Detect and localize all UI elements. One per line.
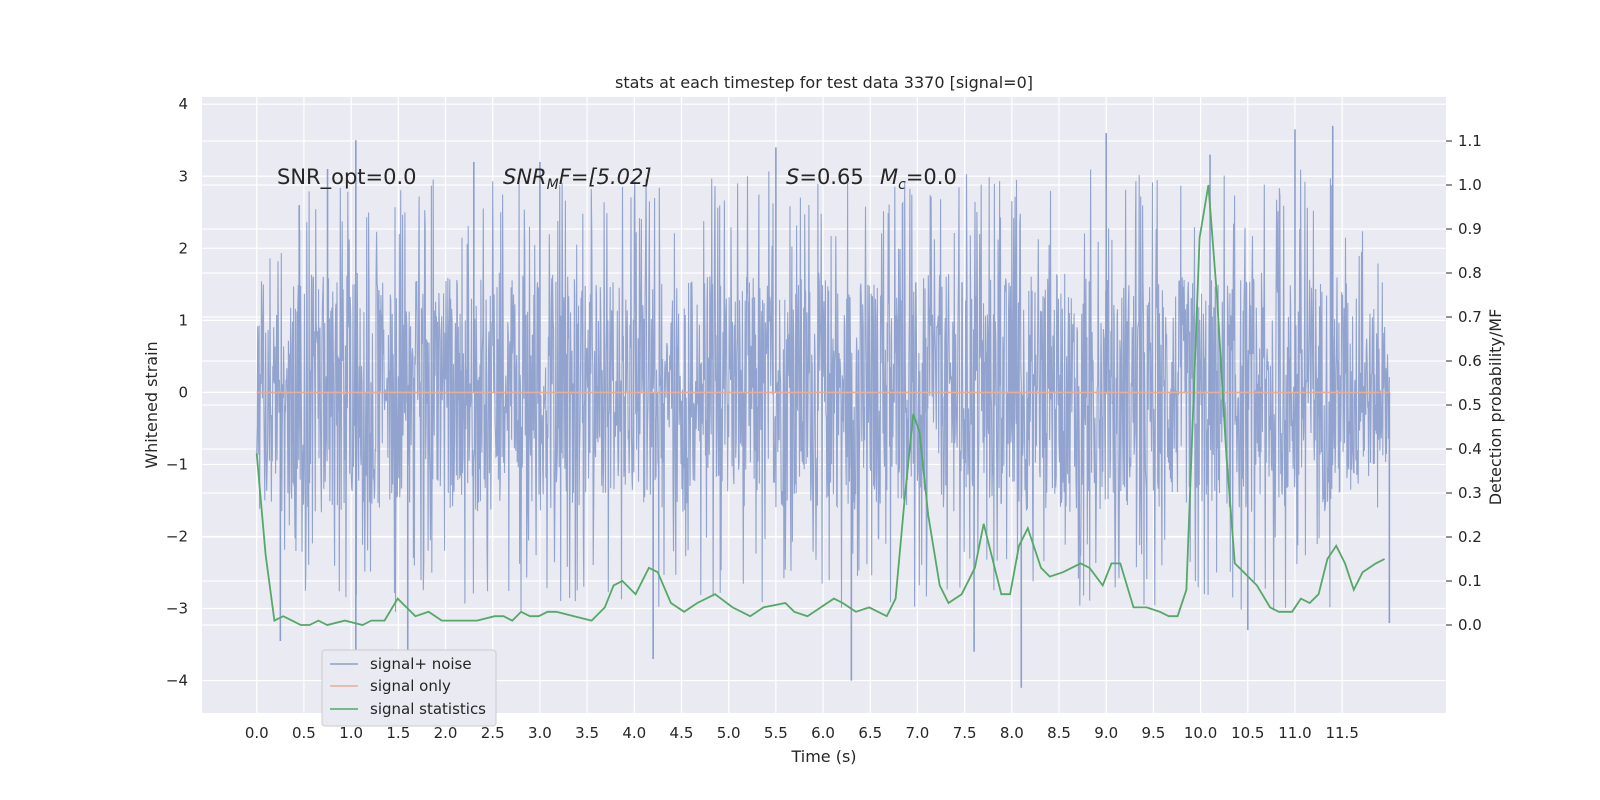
x-tick-label: 2.5 xyxy=(481,724,505,742)
x-tick-label: 7.0 xyxy=(906,724,930,742)
annotation-s: S=0.65 xyxy=(786,165,864,189)
y-right-tick-label: 1.1 xyxy=(1458,132,1482,150)
signal-statistics-series xyxy=(255,184,1386,626)
annotation-snr-opt: SNR_opt=0.0 xyxy=(277,165,417,190)
y-right-tick-label: 0.6 xyxy=(1458,352,1482,370)
y-right-tick-label: 0.8 xyxy=(1458,264,1482,282)
x-tick-label: 4.5 xyxy=(670,724,694,742)
y-right-tick-label: 0.0 xyxy=(1458,616,1482,634)
x-tick-label: 10.0 xyxy=(1184,724,1217,742)
x-tick-label: 4.0 xyxy=(622,724,646,742)
y-right-tick-label: 0.5 xyxy=(1458,396,1482,414)
y-right-tick-label: 0.7 xyxy=(1458,308,1482,326)
x-tick-label: 7.5 xyxy=(953,724,977,742)
y-axis-label: Whitened strain xyxy=(142,341,161,468)
noise-trace xyxy=(256,169,1390,612)
x-tick-label: 9.0 xyxy=(1094,724,1118,742)
x-tick-label: 11.0 xyxy=(1278,724,1311,742)
x-tick-label: 5.5 xyxy=(764,724,788,742)
y-right-tick-label: 0.9 xyxy=(1458,220,1482,238)
x-tick-label: 5.0 xyxy=(717,724,741,742)
x-tick-label: 8.5 xyxy=(1047,724,1071,742)
y-tick-label: 0 xyxy=(178,383,188,401)
y-tick-label: −2 xyxy=(166,527,188,545)
y-tick-labels: 4 3 2 1 0 −1 −2 −3 −4 xyxy=(166,95,188,689)
x-tick-label: 6.5 xyxy=(858,724,882,742)
legend-label-signal: signal only xyxy=(370,677,451,695)
chart-title: stats at each timestep for test data 337… xyxy=(615,73,1033,92)
x-tick-label: 10.5 xyxy=(1231,724,1264,742)
legend-label-statistics: signal statistics xyxy=(370,700,486,718)
x-tick-label: 2.0 xyxy=(434,724,458,742)
x-tick-label: 9.5 xyxy=(1141,724,1165,742)
legend-label-noise: signal+ noise xyxy=(370,655,472,673)
y-tick-label: 1 xyxy=(178,311,188,329)
x-axis-label: Time (s) xyxy=(790,747,856,766)
y-tick-label: 2 xyxy=(178,239,188,257)
x-tick-label: 0.0 xyxy=(245,724,269,742)
x-tick-label: 6.0 xyxy=(811,724,835,742)
x-tick-label: 11.5 xyxy=(1325,724,1358,742)
y-tick-label: 3 xyxy=(178,167,188,185)
x-tick-label: 1.0 xyxy=(339,724,363,742)
x-tick-label: 3.5 xyxy=(575,724,599,742)
x-tick-label: 3.0 xyxy=(528,724,552,742)
x-tick-label: 8.0 xyxy=(1000,724,1024,742)
legend-box xyxy=(321,649,497,727)
signal-statistics-line xyxy=(255,184,1386,626)
x-tick-label: 1.5 xyxy=(386,724,410,742)
legend: signal+ noise signal only signal statist… xyxy=(321,649,497,727)
x-tick-label: 0.5 xyxy=(292,724,316,742)
y-right-axis-label: Detection probability/MF xyxy=(1486,309,1505,506)
y-right-tick-label: 0.1 xyxy=(1458,572,1482,590)
y-tick-label: −1 xyxy=(166,455,188,473)
annotation-snr-mf: SNRMF=[5.02] xyxy=(503,165,652,193)
y-right-tick-label: 0.2 xyxy=(1458,528,1482,546)
y-tick-label: −3 xyxy=(166,600,188,618)
annotation-mc: Mc=0.0 xyxy=(880,165,957,193)
y-right-tick-labels: 1.1 1.0 0.9 0.8 0.7 0.6 0.5 0.4 0.3 0.2 0.1 0.0 xyxy=(1446,132,1482,634)
y-right-tick-label: 0.4 xyxy=(1458,440,1482,458)
y-tick-label: 4 xyxy=(178,95,188,113)
y-tick-label: −4 xyxy=(166,672,188,690)
y-right-tick-label: 0.3 xyxy=(1458,484,1482,502)
y-right-tick-label: 1.0 xyxy=(1458,176,1482,194)
x-tick-labels: 0.0 0.5 1.0 1.5 2.0 2.5 3.0 3.5 4.0 4.5 5.0 5.5 6.0 6… xyxy=(245,724,1359,742)
